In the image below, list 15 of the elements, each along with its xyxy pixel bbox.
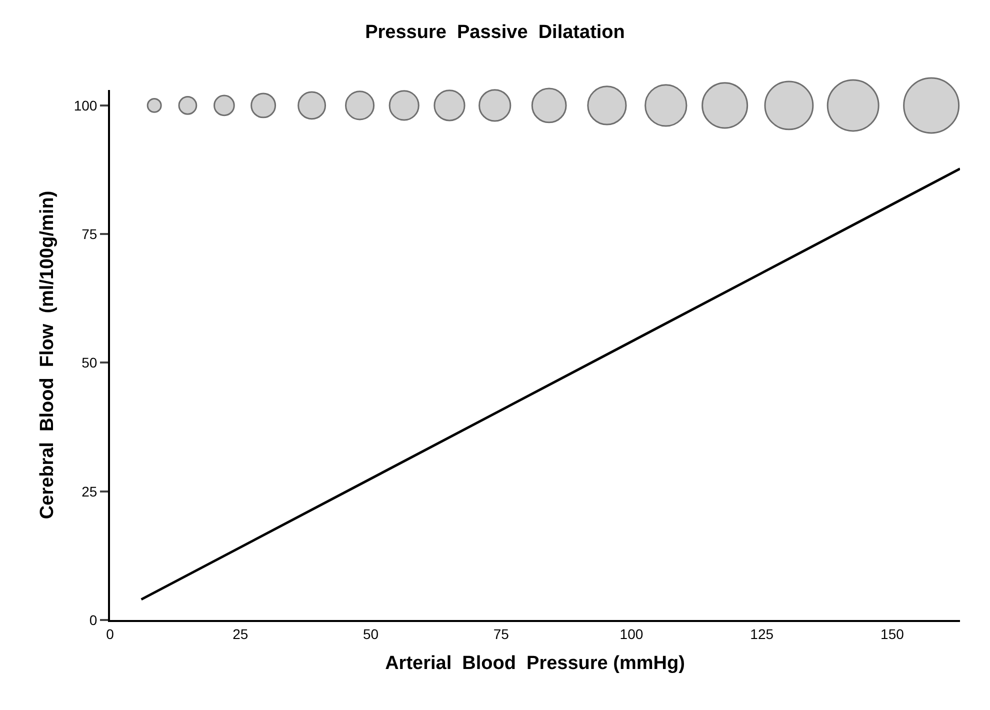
x-axis-title: Arterial Blood Pressure (mmHg) xyxy=(385,653,685,674)
y-tick-label: 0 xyxy=(89,612,98,628)
x-tick-label: 150 xyxy=(880,626,904,642)
y-tick-label: 25 xyxy=(82,483,98,500)
x-tick-label: 75 xyxy=(493,626,510,642)
x-tick-label: 100 xyxy=(620,626,644,642)
y-tick-label: 75 xyxy=(82,226,98,242)
x-tick-label: 50 xyxy=(362,626,379,642)
x-tick-label: 125 xyxy=(750,626,774,642)
y-tick-label: 100 xyxy=(74,97,98,114)
y-axis-title: Cerebral Blood Flow (ml/100g/min) xyxy=(37,190,58,520)
chart-title: Pressure Passive Dilatation xyxy=(365,22,625,44)
y-tick-label: 50 xyxy=(82,354,98,371)
x-tick-label: 25 xyxy=(232,626,248,642)
x-tick-label: 0 xyxy=(106,626,114,642)
